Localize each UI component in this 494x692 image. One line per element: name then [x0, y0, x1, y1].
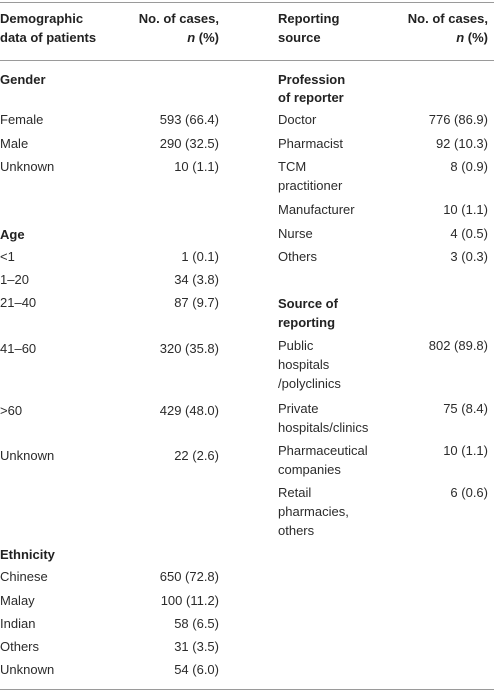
row-label: 1–20: [0, 272, 29, 287]
section-title-ethnicity: Ethnicity: [0, 547, 55, 562]
row-label-line1: Pharmaceutical: [278, 443, 368, 458]
row-value: 8 (0.9): [450, 159, 488, 174]
row-label-line1: Public: [278, 338, 314, 353]
row-label: Others: [278, 249, 318, 264]
row-value: 593 (66.4): [159, 112, 219, 127]
header-col4-line1: No. of cases,: [407, 11, 488, 26]
header-col3-line2: source: [278, 30, 321, 45]
row-label-line2: hospitals: [278, 357, 330, 372]
section-title-age: Age: [0, 227, 25, 242]
row-value: 31 (3.5): [174, 639, 219, 654]
section-title-source-line2: reporting: [278, 315, 336, 330]
row-label-line3: /polyclinics: [278, 376, 341, 391]
row-label: Pharmacist: [278, 136, 344, 151]
row-value: 100 (11.2): [160, 593, 219, 608]
header-col4-pct: (%): [464, 30, 488, 45]
row-label-line1: Private: [278, 401, 319, 416]
section-title-source-line1: Source of: [278, 296, 338, 311]
row-value: 10 (1.1): [443, 443, 488, 458]
row-value: 10 (1.1): [174, 159, 219, 174]
row-label: 21–40: [0, 295, 37, 310]
row-label: Unknown: [0, 662, 55, 677]
row-label: Indian: [0, 616, 36, 631]
row-label: Manufacturer: [278, 202, 355, 217]
row-label-line2: hospitals/clinics: [278, 420, 369, 435]
header-col2-line1: No. of cases,: [138, 11, 219, 26]
row-label-line2: companies: [278, 462, 341, 477]
row-value: 87 (9.7): [174, 295, 219, 310]
row-label-line2: practitioner: [278, 178, 343, 193]
section-title-profession-line2: of reporter: [278, 90, 344, 105]
row-value: 290 (32.5): [159, 136, 219, 151]
table-bottom-rule: [0, 689, 494, 690]
header-col1-line2: data of patients: [0, 30, 97, 45]
row-label: Male: [0, 136, 29, 151]
row-label: Malay: [0, 593, 35, 608]
header-col2-line2: n (%): [187, 28, 219, 48]
row-value: 6 (0.6): [450, 485, 488, 500]
row-label: Unknown: [0, 159, 55, 174]
row-label: Nurse: [278, 226, 313, 241]
row-label: <1: [0, 249, 15, 264]
header-col3-line1: Reporting: [278, 11, 340, 26]
header-col1-line1: Demographic: [0, 11, 84, 26]
header-col2-n: n: [187, 30, 196, 45]
row-value: 3 (0.3): [450, 249, 488, 264]
row-label-line1: Retail: [278, 485, 312, 500]
row-label: Doctor: [278, 112, 317, 127]
section-title-profession-line1: Profession: [278, 72, 346, 87]
row-value: 34 (3.8): [174, 272, 219, 287]
row-value: 10 (1.1): [443, 202, 488, 217]
row-label: Female: [0, 112, 44, 127]
row-value: 4 (0.5): [450, 226, 488, 241]
row-value: 58 (6.5): [174, 616, 219, 631]
row-value: 776 (86.9): [428, 112, 488, 127]
row-label-line3: others: [278, 523, 315, 538]
row-label-line2: pharmacies,: [278, 504, 349, 519]
row-label-line1: TCM: [278, 159, 307, 174]
row-value: 1 (0.1): [181, 249, 219, 264]
row-label: 41–60: [0, 341, 37, 356]
header-col2-pct: (%): [195, 30, 219, 45]
row-value: 650 (72.8): [159, 569, 219, 584]
row-value: 92 (10.3): [435, 136, 488, 151]
row-value: 54 (6.0): [174, 662, 219, 677]
row-value: 22 (2.6): [174, 448, 219, 463]
header-col4-n: n: [456, 30, 465, 45]
header-bottom-rule: [0, 60, 494, 61]
row-value: 429 (48.0): [159, 403, 219, 418]
row-label: Unknown: [0, 448, 55, 463]
row-label: Others: [0, 639, 40, 654]
header-top-rule: [0, 2, 494, 3]
row-label: Chinese: [0, 569, 48, 584]
section-title-gender: Gender: [0, 72, 46, 87]
header-col4-line2: n (%): [456, 28, 488, 48]
row-label: >60: [0, 403, 23, 418]
row-value: 802 (89.8): [428, 338, 488, 353]
row-value: 320 (35.8): [159, 341, 219, 356]
row-value: 75 (8.4): [443, 401, 488, 416]
